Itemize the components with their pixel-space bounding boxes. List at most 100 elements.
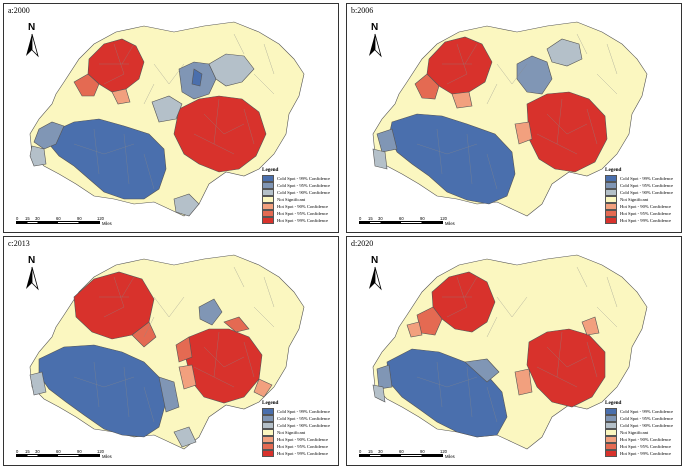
- cold95-southwest: [376, 128, 398, 153]
- cold95-south: [158, 376, 180, 413]
- hot95-east: [175, 316, 250, 363]
- panel-title: c:2013: [8, 239, 30, 248]
- hot90-northwest: [451, 91, 473, 109]
- map-2000: [29, 21, 305, 217]
- legend-swatch: [262, 217, 274, 224]
- legend-item: Cold Spot - 95% Confidence: [605, 415, 673, 422]
- legend-swatch: [605, 203, 617, 210]
- legend-swatch: [262, 203, 274, 210]
- cold90-southwest: [29, 371, 47, 396]
- legend-swatch: [605, 408, 617, 415]
- north-label: N: [28, 22, 35, 33]
- map-2013: [29, 254, 305, 450]
- legend-swatch: [262, 175, 274, 182]
- legend-swatch: [262, 196, 274, 203]
- legend-swatch: [605, 422, 617, 429]
- legend-swatch: [605, 196, 617, 203]
- legend-title: Legend: [605, 167, 622, 173]
- scale-bar: 0 15 30 60 90 120 Miles: [359, 449, 455, 459]
- legend-item: Hot Spot - 99% Confidence: [605, 450, 673, 457]
- county-borders: [73, 33, 275, 190]
- legend-swatch: [262, 210, 274, 217]
- legend-swatch: [605, 436, 617, 443]
- legend: Legend Cold Spot - 99% Confidence Cold S…: [605, 167, 673, 224]
- legend: Legend Cold Spot - 99% Confidence Cold S…: [262, 167, 330, 224]
- legend-item: Hot Spot - 99% Confidence: [262, 217, 330, 224]
- map-2006: [372, 21, 648, 217]
- legend-swatch: [605, 429, 617, 436]
- hot99-east: [173, 95, 267, 173]
- cold95-south: [33, 121, 65, 150]
- cold95-center: [198, 298, 223, 326]
- cold99-south: [48, 118, 167, 200]
- hot90-northwest: [406, 321, 423, 338]
- cold90-southwest: [29, 145, 47, 167]
- legend: Legend Cold Spot - 99% Confidence Cold S…: [605, 400, 673, 457]
- cold90-north: [208, 53, 255, 87]
- cold90-center: [151, 95, 183, 123]
- cold90-southwest: [372, 384, 386, 403]
- legend-swatch: [605, 189, 617, 196]
- legend-item: Cold Spot - 90% Confidence: [262, 422, 330, 429]
- scale-bar: 0 15 30 60 90 120 Miles: [359, 216, 455, 226]
- legend-item: Not Significant: [262, 196, 330, 203]
- panel-title: d:2020: [351, 239, 374, 248]
- region-outline: [29, 21, 305, 217]
- cold90-north: [546, 38, 583, 67]
- legend-swatch: [262, 189, 274, 196]
- cold99-south: [38, 344, 167, 438]
- map-panel-2020: d:2020 N Legend Cold Spot - 99% Confiden…: [346, 236, 682, 466]
- hot90-east: [514, 316, 600, 396]
- legend-item: Hot Spot - 99% Confidence: [605, 217, 673, 224]
- legend-item: Not Significant: [262, 429, 330, 436]
- legend-item: Cold Spot - 99% Confidence: [262, 175, 330, 182]
- legend-item: Cold Spot - 95% Confidence: [262, 415, 330, 422]
- legend-swatch: [605, 450, 617, 457]
- legend-item: Cold Spot - 99% Confidence: [605, 408, 673, 415]
- legend-item: Not Significant: [605, 429, 673, 436]
- map-panel-2006: b:2006 N Legend Cold Spot - 99% Confiden…: [346, 3, 682, 233]
- map-panel-2000: a:2000 N Legend Cold Spot - 99% Confiden…: [3, 3, 339, 233]
- legend-item: Hot Spot - 90% Confidence: [605, 436, 673, 443]
- legend-swatch: [262, 415, 274, 422]
- legend-title: Legend: [262, 167, 279, 173]
- legend-swatch: [262, 408, 274, 415]
- scale-bar: 0 15 30 60 90 120 Miles: [16, 216, 112, 226]
- legend-swatch: [262, 450, 274, 457]
- hot99-east: [526, 91, 608, 173]
- legend-item: Hot Spot - 95% Confidence: [262, 210, 330, 217]
- legend-swatch: [605, 182, 617, 189]
- legend-item: Hot Spot - 99% Confidence: [262, 450, 330, 457]
- legend-swatch: [605, 217, 617, 224]
- hot95-northwest: [73, 73, 100, 97]
- legend-item: Hot Spot - 95% Confidence: [605, 210, 673, 217]
- cold90-southeast: [173, 193, 200, 217]
- legend-swatch: [605, 415, 617, 422]
- legend-swatch: [262, 436, 274, 443]
- legend-item: Cold Spot - 95% Confidence: [605, 182, 673, 189]
- cold90-southwest: [372, 148, 388, 170]
- legend-item: Hot Spot - 90% Confidence: [605, 203, 673, 210]
- legend-item: Hot Spot - 90% Confidence: [262, 203, 330, 210]
- county-borders: [416, 33, 618, 190]
- legend-item: Cold Spot - 90% Confidence: [262, 189, 330, 196]
- legend-swatch: [605, 210, 617, 217]
- legend-swatch: [605, 443, 617, 450]
- cold95-south: [376, 358, 500, 390]
- legend-item: Hot Spot - 95% Confidence: [605, 443, 673, 450]
- cold99-south: [388, 113, 516, 205]
- panel-title: b:2006: [351, 6, 374, 15]
- cold90-southeast: [173, 426, 197, 448]
- panel-title: a:2000: [8, 6, 30, 15]
- scale-bar: 0 15 30 60 90 120 Miles: [16, 449, 112, 459]
- hot90-east: [178, 364, 273, 398]
- legend-title: Legend: [605, 400, 622, 406]
- legend-swatch: [262, 182, 274, 189]
- legend-item: Cold Spot - 90% Confidence: [605, 189, 673, 196]
- legend-item: Not Significant: [605, 196, 673, 203]
- hot95-northwest: [131, 321, 157, 348]
- cold99-north: [191, 68, 203, 87]
- legend-swatch: [262, 422, 274, 429]
- legend-swatch: [262, 443, 274, 450]
- legend-item: Hot Spot - 95% Confidence: [262, 443, 330, 450]
